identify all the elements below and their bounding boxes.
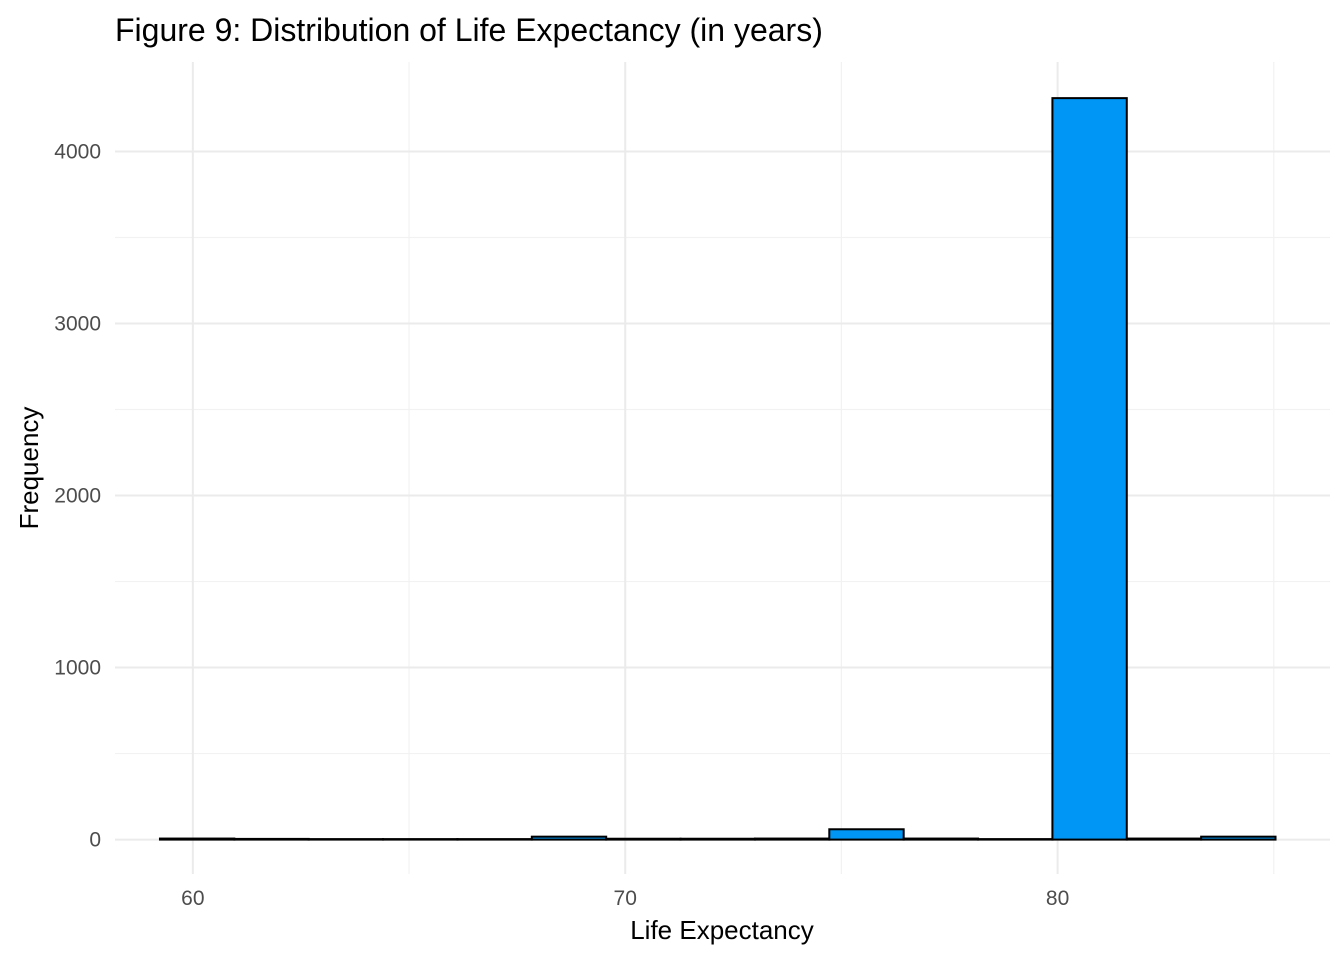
y-tick-label: 0 [89,829,101,852]
chart-title: Figure 9: Distribution of Life Expectanc… [115,12,823,48]
histogram-bar [307,838,385,841]
histogram-bar [233,837,310,841]
y-tick-label: 4000 [54,140,101,163]
y-tick-label: 3000 [54,312,101,335]
x-axis-title: Life Expectancy [630,915,814,945]
histogram-bar [456,838,533,841]
histogram-bar [1051,97,1128,841]
histogram-bar [1125,837,1203,841]
histogram-bar [679,837,756,841]
y-tick-label: 1000 [54,657,101,680]
histogram-bar [902,837,980,841]
histogram-bars [158,97,1277,841]
histogram-bar [1200,835,1277,841]
histogram-bar [828,828,905,841]
grid-lines [115,62,1330,874]
y-axis-tick-labels: 0 1000 2000 3000 4000 [54,140,101,851]
histogram-bar [605,837,682,841]
x-tick-label: 70 [614,887,637,910]
histogram-bar [382,838,459,841]
x-tick-label: 60 [181,887,204,910]
histogram-bar [158,837,236,841]
histogram-bar [530,835,608,841]
histogram-bar [977,838,1054,841]
y-tick-label: 2000 [54,485,101,508]
y-axis-title: Frequency [14,407,44,530]
histogram-bar [753,837,831,841]
x-axis-tick-labels: 60 70 80 [181,887,1069,910]
x-tick-label: 80 [1046,887,1069,910]
